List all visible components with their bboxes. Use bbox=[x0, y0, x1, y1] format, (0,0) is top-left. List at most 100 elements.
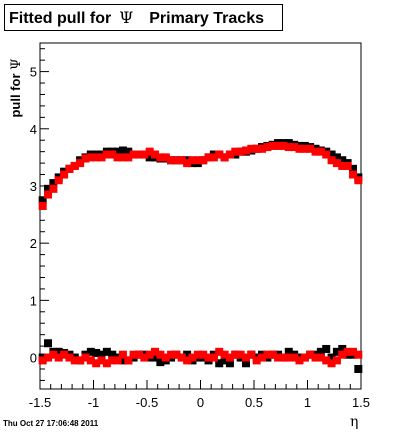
data-point-red-lower bbox=[108, 356, 117, 365]
data-point-red-upper bbox=[252, 144, 261, 153]
data-point-red-upper bbox=[268, 141, 277, 150]
data-point-red-lower bbox=[252, 356, 261, 365]
datestamp: Thu Oct 27 17:06:48 2011 bbox=[3, 419, 99, 428]
data-point-black-upper bbox=[49, 179, 58, 188]
data-point-red-upper bbox=[247, 144, 256, 153]
data-point-black-upper bbox=[348, 164, 357, 173]
data-point-red-lower bbox=[274, 353, 283, 362]
data-point-black-lower bbox=[316, 347, 325, 356]
data-point-red-upper bbox=[177, 156, 186, 165]
data-point-black-upper bbox=[284, 139, 293, 148]
data-point-black-lower bbox=[284, 347, 293, 356]
x-tick-label: -1 bbox=[88, 395, 100, 410]
y-tick-label: 1 bbox=[30, 293, 37, 308]
data-point-red-lower bbox=[258, 353, 267, 362]
data-point-red-upper bbox=[108, 150, 117, 159]
x-axis-label: η bbox=[350, 414, 359, 430]
data-point-red-upper bbox=[274, 141, 283, 150]
data-point-red-upper bbox=[102, 150, 111, 159]
data-point-red-lower bbox=[118, 350, 127, 359]
data-point-red-lower bbox=[167, 350, 176, 359]
data-point-red-lower bbox=[327, 359, 336, 368]
data-point-red-lower bbox=[76, 356, 85, 365]
data-point-red-upper bbox=[65, 164, 74, 173]
data-point-red-upper bbox=[38, 201, 47, 210]
data-point-red-upper bbox=[134, 150, 143, 159]
data-point-black-lower bbox=[241, 359, 250, 368]
data-point-black-lower bbox=[54, 347, 63, 356]
data-point-black-lower bbox=[156, 358, 165, 367]
data-point-red-upper bbox=[54, 176, 63, 185]
data-point-red-upper bbox=[300, 144, 309, 153]
data-point-red-lower bbox=[38, 356, 47, 365]
data-point-red-lower bbox=[199, 350, 208, 359]
data-point-red-lower bbox=[183, 356, 192, 365]
y-tick-label: 5 bbox=[30, 65, 37, 80]
data-point-black-lower bbox=[86, 347, 95, 356]
data-point-red-lower bbox=[300, 353, 309, 362]
data-point-red-upper bbox=[327, 156, 336, 165]
data-point-red-lower bbox=[316, 353, 325, 362]
data-point-red-upper bbox=[76, 159, 85, 168]
title-suffix: Primary Tracks bbox=[149, 10, 264, 27]
data-point-black-lower bbox=[44, 339, 53, 348]
data-point-red-lower bbox=[188, 353, 197, 362]
x-tick-label: 1.5 bbox=[352, 395, 370, 410]
data-point-black-upper bbox=[118, 146, 127, 155]
data-point-red-upper bbox=[338, 161, 347, 170]
x-tick-label: 0.5 bbox=[245, 395, 263, 410]
data-point-red-lower bbox=[92, 359, 101, 368]
data-point-red-upper bbox=[354, 176, 363, 185]
y-tick-label: 4 bbox=[30, 122, 37, 137]
x-tick-label: -1.5 bbox=[29, 395, 51, 410]
data-point-red-lower bbox=[295, 356, 304, 365]
data-point-black-lower bbox=[322, 344, 331, 353]
data-point-red-lower bbox=[279, 353, 288, 362]
x-tick-label: -0.5 bbox=[136, 395, 158, 410]
data-point-red-upper bbox=[290, 143, 299, 152]
data-point-red-lower bbox=[177, 353, 186, 362]
data-point-red-upper bbox=[348, 170, 357, 179]
data-point-red-lower bbox=[81, 353, 90, 362]
title-symbol: Ψ bbox=[119, 8, 134, 27]
data-point-red-upper bbox=[124, 153, 133, 162]
data-point-red-upper bbox=[113, 153, 122, 162]
data-point-red-upper bbox=[60, 170, 69, 179]
data-point-red-lower bbox=[70, 356, 79, 365]
data-point-black-lower bbox=[102, 347, 111, 356]
data-point-red-upper bbox=[316, 147, 325, 156]
data-point-red-upper bbox=[140, 150, 149, 159]
data-point-black-lower bbox=[215, 359, 224, 368]
data-point-red-lower bbox=[86, 356, 95, 365]
data-point-red-upper bbox=[193, 156, 202, 165]
data-point-red-upper bbox=[172, 156, 181, 165]
data-point-black-upper bbox=[113, 147, 122, 156]
data-point-red-upper bbox=[306, 144, 315, 153]
data-point-red-upper bbox=[161, 153, 170, 162]
plot-area: 0 1 2 3 4 5 -1.5 -1 -0.5 0 0.5 1 1.5 bbox=[29, 42, 370, 410]
data-point-red-lower bbox=[284, 353, 293, 362]
data-point-black-lower bbox=[225, 359, 234, 368]
plot-frame bbox=[39, 42, 362, 390]
data-point-red-upper bbox=[295, 144, 304, 153]
data-point-red-lower bbox=[290, 353, 299, 362]
data-point-red-upper bbox=[129, 150, 138, 159]
data-point-red-upper bbox=[241, 146, 250, 155]
data-point-red-lower bbox=[311, 353, 320, 362]
y-axis-label-text: pull for bbox=[8, 73, 23, 118]
data-point-red-upper bbox=[86, 153, 95, 162]
data-point-red-lower bbox=[204, 353, 213, 362]
data-point-black-lower bbox=[183, 350, 192, 359]
data-point-red-lower bbox=[322, 356, 331, 365]
data-point-black-lower bbox=[220, 356, 229, 365]
data-point-red-lower bbox=[54, 353, 63, 362]
title-text: Fitted pull for bbox=[9, 10, 112, 27]
data-point-red-upper bbox=[183, 159, 192, 168]
data-point-black-upper bbox=[38, 196, 47, 205]
data-point-red-upper bbox=[188, 156, 197, 165]
y-tick-label: 2 bbox=[30, 236, 37, 251]
data-point-red-upper bbox=[231, 147, 240, 156]
data-point-red-upper bbox=[81, 154, 90, 163]
data-point-red-lower bbox=[354, 350, 363, 359]
